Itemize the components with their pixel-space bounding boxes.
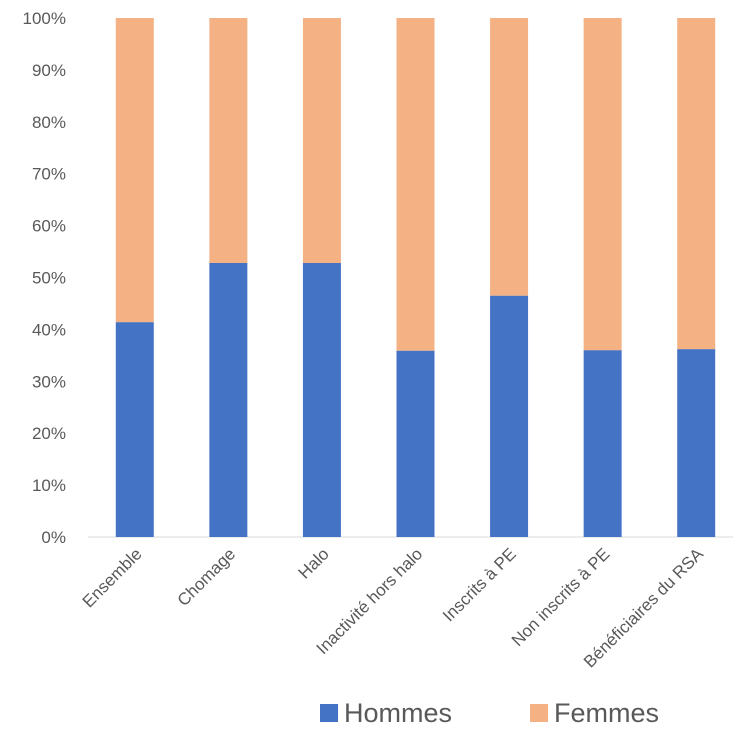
x-category-label: Ensemble [79, 544, 146, 611]
y-tick-label: 60% [32, 217, 66, 236]
y-tick-label: 30% [32, 372, 66, 391]
bar-femmes [677, 18, 716, 350]
x-category-label: Inscrits à PE [439, 544, 520, 625]
bar-femmes [115, 18, 154, 323]
bar-hommes [209, 262, 248, 537]
y-tick-label: 100% [23, 9, 66, 28]
x-category-label: Inactivité hors halo [313, 544, 427, 658]
bar-femmes [396, 18, 435, 351]
y-tick-label: 70% [32, 165, 66, 184]
legend-label-hommes: Hommes [344, 698, 452, 728]
y-axis-tick-labels: 0% 10% 20% 30% 40% 50% 60% 70% 80% 90% 100% [23, 9, 66, 547]
y-tick-label: 40% [32, 320, 66, 339]
y-tick-label: 0% [41, 528, 66, 547]
bar-hommes [583, 350, 622, 537]
y-tick-label: 10% [32, 476, 66, 495]
bar-femmes [209, 18, 248, 263]
legend: Hommes Femmes [320, 698, 659, 728]
bar-femmes [490, 18, 529, 296]
y-tick-label: 90% [32, 61, 66, 80]
y-tick-label: 50% [32, 269, 66, 288]
bar-hommes [396, 350, 435, 537]
bar-hommes [115, 322, 154, 537]
bar-hommes [490, 295, 529, 537]
bar-femmes [583, 18, 622, 351]
y-tick-label: 20% [32, 424, 66, 443]
legend-swatch-hommes [320, 704, 338, 722]
bars-group [115, 18, 716, 537]
x-category-label: Halo [295, 544, 333, 582]
bar-hommes [677, 349, 716, 537]
legend-swatch-femmes [530, 704, 548, 722]
y-tick-label: 80% [32, 113, 66, 132]
x-category-label: Non inscrits à PE [508, 544, 614, 650]
x-category-label: Chomage [174, 544, 240, 610]
bar-femmes [302, 18, 341, 263]
legend-label-femmes: Femmes [554, 698, 659, 728]
bar-hommes [302, 262, 341, 537]
